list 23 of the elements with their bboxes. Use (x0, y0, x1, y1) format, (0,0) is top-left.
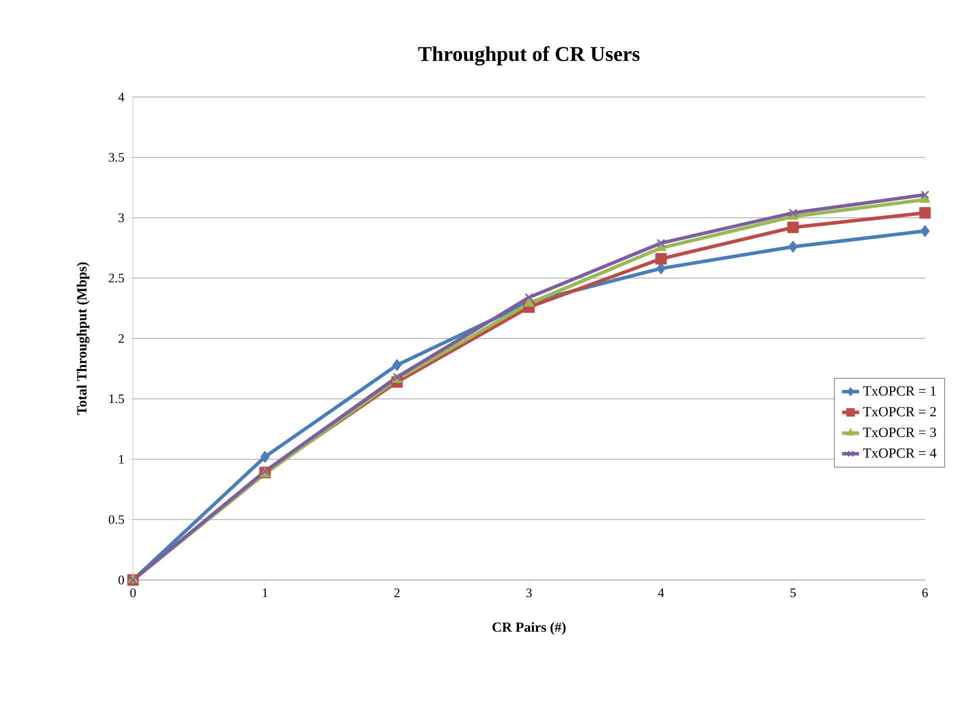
y-tick-label: 1.5 (109, 394, 124, 404)
legend-label: TxOPCR = 3 (863, 428, 936, 438)
x-tick-label: 6 (922, 588, 928, 598)
x-tick-label: 1 (262, 588, 268, 598)
x-tick-label: 3 (526, 588, 532, 598)
legend-label: TxOPCR = 2 (863, 406, 936, 416)
y-tick-label: 0.5 (108, 515, 124, 524)
y-tick-label: 3.5 (108, 152, 124, 162)
x-tick-label: 2 (394, 588, 400, 598)
y-axis-title: Total Throughput (Mbps) (76, 262, 90, 416)
y-tick-label: 2 (118, 334, 124, 343)
y-tick-label: 2.5 (108, 274, 124, 282)
legend-label: TxOPCR = 1 (863, 386, 936, 396)
y-tick-label: 1 (119, 454, 124, 464)
y-tick-label: 3 (118, 213, 124, 222)
legend-label: TxOPCR = 4 (863, 448, 936, 458)
x-tick-label: 0 (130, 588, 136, 598)
x-tick-label: 5 (790, 588, 796, 598)
y-tick-label: 4 (118, 92, 124, 102)
chart-title: Throughput of CR Users (418, 46, 640, 66)
x-tick-label: 4 (658, 588, 664, 598)
y-tick-label: 0 (118, 576, 124, 584)
x-axis-title: CR Pairs (#) (492, 622, 566, 635)
